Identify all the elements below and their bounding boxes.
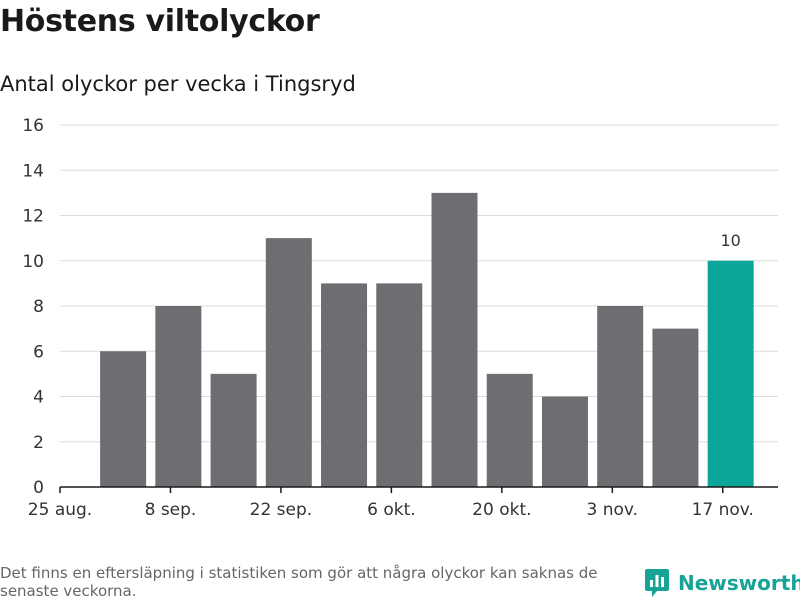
bar — [100, 351, 147, 487]
y-tick-label: 14 — [22, 161, 44, 181]
bar — [155, 306, 202, 487]
x-tick-label: 6 okt. — [367, 500, 416, 520]
bar — [376, 283, 423, 487]
bar — [431, 192, 478, 487]
y-tick-label: 6 — [33, 342, 44, 362]
y-tick-label: 8 — [33, 297, 44, 317]
y-tick-label: 16 — [22, 116, 44, 136]
x-tick-label: 25 aug. — [28, 500, 92, 520]
y-tick-label: 0 — [33, 478, 44, 498]
bar — [486, 373, 533, 487]
logo-text: Newsworthy — [678, 571, 800, 595]
bar — [321, 283, 368, 487]
bar — [707, 260, 754, 487]
bar — [210, 373, 257, 487]
chart-title: Höstens viltolyckor — [0, 4, 320, 39]
x-tick-label: 20 okt. — [472, 500, 531, 520]
footnote: Det finns en eftersläpning i statistiken… — [0, 564, 598, 600]
bar — [597, 306, 644, 487]
y-tick-label: 2 — [33, 433, 44, 453]
chart-subtitle: Antal olyckor per vecka i Tingsryd — [0, 72, 356, 96]
data-label: 10 — [720, 231, 740, 250]
y-tick-label: 12 — [22, 207, 44, 227]
x-tick-label: 17 nov. — [692, 500, 754, 520]
bar — [541, 396, 588, 487]
bar — [265, 238, 312, 487]
x-tick-label: 3 nov. — [587, 500, 639, 520]
y-tick-label: 4 — [33, 388, 44, 408]
newsworthy-icon — [645, 569, 669, 597]
newsworthy-logo[interactable]: Newsworthy — [644, 566, 800, 600]
x-tick-label: 8 sep. — [145, 500, 197, 520]
x-tick-label: 22 sep. — [250, 500, 313, 520]
bar — [652, 328, 699, 487]
y-tick-label: 10 — [22, 252, 44, 272]
